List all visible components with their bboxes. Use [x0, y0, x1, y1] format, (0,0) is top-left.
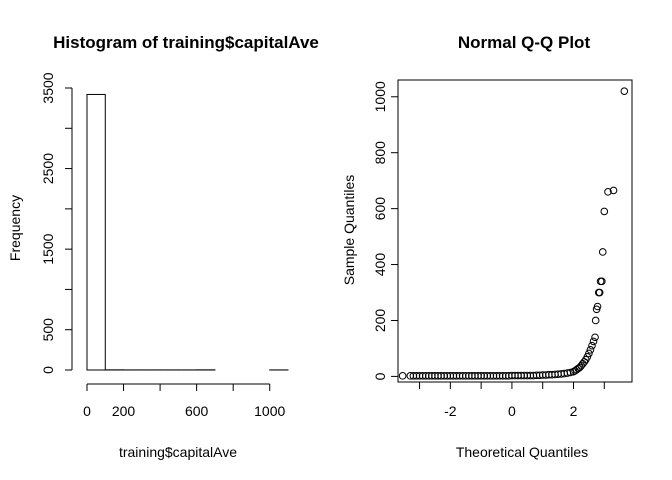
qq-x-tick-label: -2 — [444, 403, 457, 419]
histogram-bars — [86, 93, 289, 371]
qq-point — [598, 248, 607, 256]
qq-point — [586, 346, 595, 354]
qq-y-tick-label: 0 — [372, 372, 388, 380]
qq-point — [620, 87, 629, 95]
histogram-x-tick-label: 600 — [185, 403, 209, 419]
qq-x-axis: -2 0 2 — [419, 381, 605, 419]
qq-point — [598, 277, 606, 286]
histogram-y-tick-label: 2500 — [40, 153, 56, 184]
qq-y-tick-label: 600 — [372, 197, 388, 221]
qq-points — [398, 87, 629, 380]
histogram-y-tick-label: 1500 — [40, 233, 56, 264]
qq-point — [398, 372, 407, 380]
histogram-x-tick-label: 1000 — [254, 403, 285, 419]
histogram-x-axis-label: training$capitalAve — [119, 444, 237, 460]
qq-x-tick-label: 0 — [508, 403, 516, 419]
qq-point — [591, 316, 600, 325]
qq-title: Normal Q-Q Plot — [458, 33, 591, 52]
histogram-panel: Histogram of training$capitalAve trainin… — [7, 33, 319, 460]
qq-point — [593, 302, 602, 311]
histogram-y-tick-label: 0 — [40, 366, 56, 374]
qq-point — [595, 288, 604, 297]
qq-point — [589, 337, 598, 346]
qq-point — [585, 349, 593, 358]
histogram-y-axis-label: Frequency — [7, 195, 23, 261]
qq-y-tick-label: 800 — [372, 141, 388, 165]
qq-y-tick-label: 200 — [372, 309, 388, 333]
histogram-title: Histogram of training$capitalAve — [53, 33, 319, 52]
histogram-x-axis: 0 200 600 1000 — [83, 383, 286, 419]
histogram-y-tick-label: 500 — [40, 318, 56, 342]
qq-y-axis: 0 200 400 600 800 1000 — [372, 81, 399, 380]
qq-point — [566, 368, 575, 377]
qq-y-tick-label: 1000 — [372, 81, 388, 112]
qq-point — [591, 333, 599, 342]
histogram-bar — [86, 93, 106, 371]
qq-y-tick-label: 400 — [372, 253, 388, 277]
qq-point — [609, 186, 618, 195]
histogram-y-tick-label: 3500 — [40, 72, 56, 103]
histogram-x-tick-label: 200 — [112, 403, 136, 419]
qq-y-axis-label: Sample Quantiles — [341, 175, 357, 286]
histogram-y-axis: 0 500 1500 2500 3500 — [40, 72, 73, 374]
histogram-x-tick-label: 0 — [83, 403, 91, 419]
qq-x-tick-label: 2 — [570, 403, 578, 419]
qq-x-axis-label: Theoretical Quantiles — [456, 444, 588, 460]
qq-plot-panel: Normal Q-Q Plot Theoretical Quantiles Sa… — [341, 33, 633, 460]
qq-point — [604, 188, 612, 196]
qq-plot-box — [397, 79, 633, 383]
qq-point — [600, 207, 609, 216]
qq-point — [588, 341, 596, 350]
